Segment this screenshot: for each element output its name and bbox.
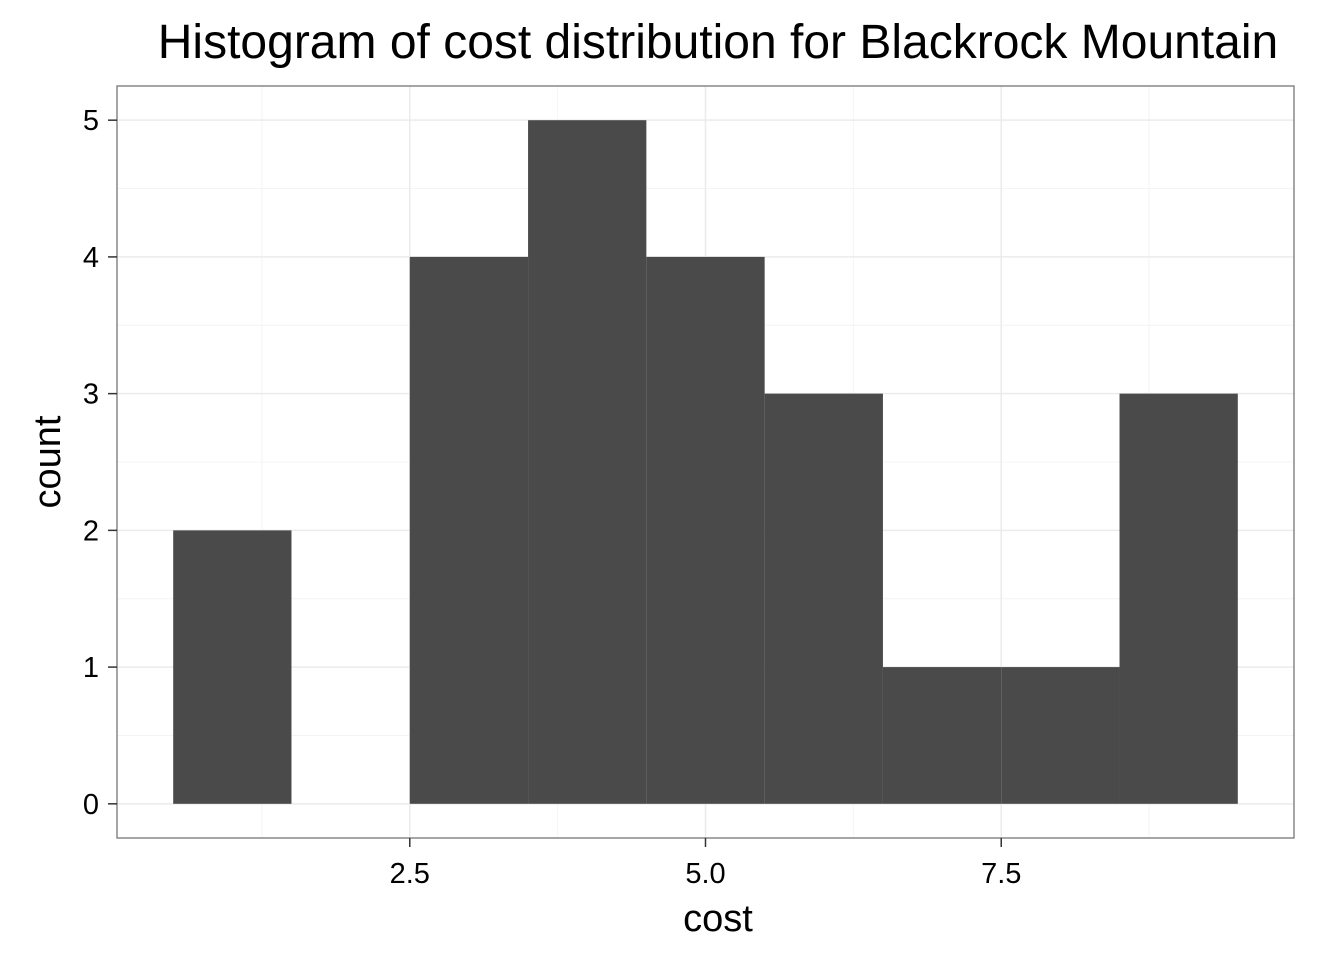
x-tick-label: 7.5 [981,858,1021,890]
x-axis-tick-labels: 2.5 5.0 7.5 [390,858,1022,890]
x-axis-title: cost [683,898,753,940]
bars [173,120,1238,804]
axis-ticks [108,119,1002,847]
y-axis-tick-labels: 0 1 2 3 4 5 [83,105,99,821]
y-tick-label: 5 [83,105,99,137]
histogram-bar [173,530,292,804]
y-tick-label: 0 [83,789,99,821]
y-tick-label: 1 [83,652,99,684]
y-axis-title: count [27,415,69,508]
y-tick-label: 4 [83,242,99,274]
histogram-bar [528,120,647,804]
x-tick-label: 2.5 [390,858,430,890]
histogram-bar [409,256,529,804]
y-tick-label: 2 [83,515,99,547]
histogram-bar [1119,393,1238,804]
chart-title: Histogram of cost distribution for Black… [158,16,1278,69]
y-tick-label: 3 [83,379,99,411]
histogram-bar [764,393,883,804]
histogram-bar [882,667,1002,804]
histogram-bar [1001,667,1120,804]
x-tick-label: 5.0 [685,858,725,890]
histogram-bar [646,256,765,804]
